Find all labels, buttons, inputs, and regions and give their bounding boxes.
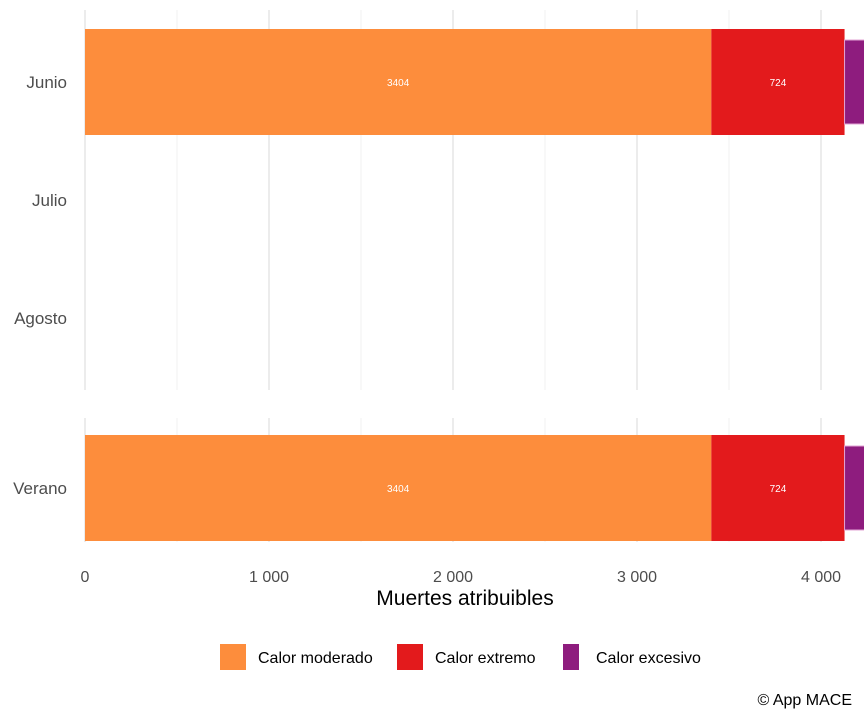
bars: 3404 724 3404 724 xyxy=(85,29,864,541)
y-label-agosto: Agosto xyxy=(14,309,67,328)
bar-verano-calor-extremo xyxy=(711,435,845,541)
bar-label-junio-calor-moderado: 3404 xyxy=(387,78,410,89)
y-axis-labels: Junio Julio Agosto Verano xyxy=(13,73,67,498)
legend: Calor moderado Calor extremo Calor excesiv… xyxy=(220,644,701,670)
bar-label-junio-calor-extremo: 724 xyxy=(770,78,787,89)
bar-label-verano-calor-extremo: 724 xyxy=(770,484,787,495)
legend-swatch-calor-excesivo xyxy=(563,644,579,670)
legend-label-calor-excesivo: Calor excesivo xyxy=(596,650,701,667)
x-tick-label: 0 xyxy=(81,569,90,586)
x-tick-label: 4 000 xyxy=(801,569,841,586)
y-label-verano: Verano xyxy=(13,479,67,498)
legend-label-calor-moderado: Calor moderado xyxy=(258,650,373,667)
legend-label-calor-extremo: Calor extremo xyxy=(435,650,536,667)
bar-verano-calor-excesivo xyxy=(844,445,864,531)
legend-swatch-calor-extremo xyxy=(397,644,423,670)
y-label-junio: Junio xyxy=(26,73,67,92)
x-axis-ticks: 0 1 000 2 000 3 000 4 000 xyxy=(81,569,842,586)
x-tick-label: 3 000 xyxy=(617,569,657,586)
y-label-julio: Julio xyxy=(32,191,67,210)
caption: © App MACE xyxy=(758,692,853,709)
legend-swatch-calor-moderado xyxy=(220,644,246,670)
x-tick-label: 1 000 xyxy=(249,569,289,586)
x-tick-label: 2 000 xyxy=(433,569,473,586)
bar-junio-calor-extremo xyxy=(711,29,845,135)
bar-junio-calor-moderado xyxy=(85,29,712,135)
bar-verano-calor-moderado xyxy=(85,435,712,541)
bar-junio-calor-excesivo xyxy=(844,39,864,125)
x-axis-title: Muertes atribuibles xyxy=(376,587,553,610)
bar-label-verano-calor-moderado: 3404 xyxy=(387,484,410,495)
